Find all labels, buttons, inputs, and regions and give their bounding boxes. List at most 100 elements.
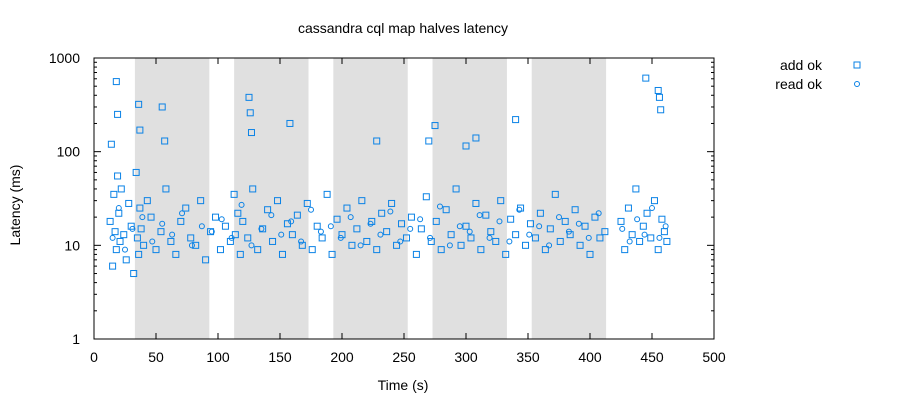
read-ok-point <box>278 231 285 238</box>
add-ok-point <box>431 122 439 130</box>
add-ok-point <box>269 237 277 245</box>
add-ok-point <box>207 228 215 236</box>
add-ok-point <box>135 250 143 258</box>
add-ok-point <box>507 215 515 223</box>
read-ok-point <box>337 234 344 241</box>
add-ok-point <box>398 220 406 228</box>
read-ok-point <box>565 228 572 235</box>
read-ok-point <box>516 206 523 213</box>
add-ok-point <box>182 204 190 212</box>
read-ok-point <box>526 231 533 238</box>
read-ok-point <box>506 238 513 245</box>
add-ok-point <box>621 246 629 254</box>
read-ok-point <box>417 216 424 223</box>
add-ok-point <box>338 231 346 239</box>
add-ok-point <box>477 246 485 254</box>
add-ok-point <box>122 256 130 264</box>
read-ok-point <box>662 223 669 230</box>
add-ok-point <box>343 204 351 212</box>
read-ok-point <box>228 234 235 241</box>
add-ok-point <box>136 204 144 212</box>
read-ok-point <box>208 228 215 235</box>
add-ok-point <box>323 190 331 198</box>
read-ok-point <box>649 205 655 212</box>
add-ok-point <box>601 228 609 236</box>
add-ok-point <box>373 246 381 254</box>
y-tick-label: 100 <box>57 144 81 160</box>
add-ok-point <box>373 137 381 145</box>
add-ok-point <box>239 217 247 225</box>
read-ok-point <box>436 203 443 210</box>
add-ok-point <box>264 206 272 214</box>
add-ok-point <box>624 204 632 212</box>
add-ok-point <box>571 206 579 214</box>
add-ok-point <box>432 217 440 225</box>
add-ok-point <box>152 246 160 254</box>
y-tick-label: 1 <box>72 331 80 347</box>
read-ok-point <box>619 225 626 232</box>
add-ok-point <box>109 262 117 270</box>
add-ok-point <box>197 197 205 205</box>
add-ok-point <box>114 172 122 180</box>
add-ok-point <box>245 93 253 101</box>
x-axis-label: Time (s) <box>378 377 429 393</box>
add-ok-point <box>628 231 636 239</box>
read-ok-point <box>179 210 186 217</box>
add-ok-point <box>596 234 604 242</box>
read-ok-point <box>446 242 453 249</box>
add-ok-point <box>502 250 510 258</box>
add-ok-point <box>167 237 175 245</box>
add-ok-point <box>116 237 124 245</box>
add-ok-point <box>132 168 140 176</box>
add-ok-point <box>482 211 490 219</box>
add-ok-point <box>140 241 148 249</box>
add-ok-point <box>120 231 128 239</box>
add-ok-point <box>647 234 655 242</box>
add-ok-point <box>617 217 625 225</box>
add-ok-point <box>136 126 144 134</box>
add-ok-point <box>230 190 238 198</box>
axis-ticks <box>93 57 715 340</box>
read-ok-point <box>476 212 483 219</box>
add-ok-point <box>526 220 534 228</box>
add-ok-point <box>328 250 336 258</box>
add-ok-point <box>358 197 366 205</box>
add-ok-point <box>427 237 435 245</box>
add-ok-point <box>383 228 391 236</box>
add-ok-point <box>313 222 321 230</box>
add-ok-point <box>591 213 599 221</box>
add-ok-point <box>586 250 594 258</box>
read-ok-point <box>407 225 414 232</box>
data-points <box>106 74 671 278</box>
add-ok-point <box>226 237 234 245</box>
x-tick-label: 500 <box>702 349 726 365</box>
add-ok-point <box>643 209 651 217</box>
add-ok-point <box>333 215 341 223</box>
x-tick-label: 300 <box>454 349 478 365</box>
add-ok-point <box>172 250 180 258</box>
add-ok-point <box>658 215 666 223</box>
read-ok-point <box>377 231 384 238</box>
read-ok-point <box>109 234 116 241</box>
read-ok-point <box>595 210 602 217</box>
legend: add ok read ok <box>775 57 861 92</box>
read-ok-point <box>198 223 205 230</box>
x-tick-label: 350 <box>516 349 540 365</box>
shaded-interval-4 <box>432 58 507 339</box>
add-ok-point <box>133 234 141 242</box>
x-tick-label: 50 <box>148 349 164 365</box>
read-ok-point <box>626 238 633 245</box>
add-ok-point <box>512 231 520 239</box>
legend-marker-square <box>853 61 861 69</box>
add-ok-point <box>293 211 301 219</box>
add-ok-point <box>452 185 460 193</box>
add-ok-point <box>254 246 262 254</box>
add-ok-point <box>187 234 195 242</box>
add-ok-point <box>437 246 445 254</box>
add-ok-point <box>654 246 662 254</box>
read-ok-point <box>122 246 128 253</box>
add-ok-point <box>457 241 465 249</box>
add-ok-point <box>318 234 326 242</box>
read-ok-point <box>347 214 354 221</box>
y-axis-label: Latency (ms) <box>7 165 23 246</box>
